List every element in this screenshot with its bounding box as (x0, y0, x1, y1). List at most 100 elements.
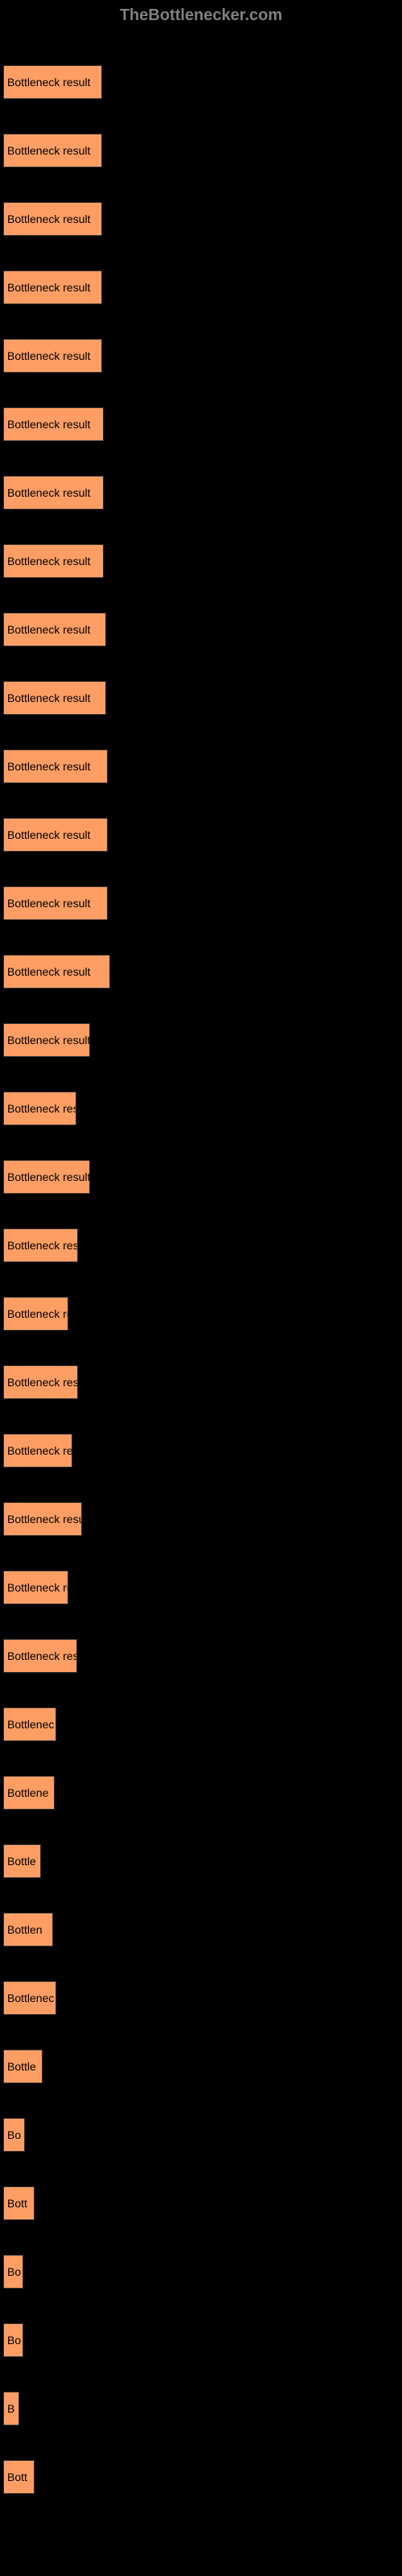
bar-row: Bottleneck result (3, 35, 399, 99)
bar[interactable]: Bottleneck resul (3, 1639, 77, 1673)
bar-label: Bottleneck re (7, 1307, 68, 1320)
bar-gap (3, 2224, 399, 2255)
bar-gap (3, 2087, 399, 2118)
bar[interactable]: Bottleneck result (3, 749, 108, 783)
bar-gap (3, 1335, 399, 1365)
bar[interactable]: Bottlenec (3, 1981, 56, 2015)
bar[interactable]: Bottleneck result (3, 202, 102, 236)
bar[interactable]: Bottleneck result (3, 134, 102, 167)
bar-label: Bottleneck result (7, 144, 91, 157)
bar-row: Bottlenec (3, 1677, 399, 1741)
bar-label: Bottleneck result (7, 418, 91, 431)
bar[interactable]: Bottlen (3, 1913, 53, 1946)
bar-label: Bo (7, 2334, 21, 2347)
bar[interactable]: Bottleneck result (3, 886, 108, 920)
bar-gap (3, 2156, 399, 2186)
bar-label: Bottleneck re (7, 1581, 68, 1594)
bar-label: Bottleneck result (7, 1513, 82, 1525)
bar-label: Bottleneck result (7, 555, 91, 568)
bar-gap (3, 171, 399, 202)
bar[interactable]: Bottleneck result (3, 818, 108, 852)
bar-gap (3, 2429, 399, 2460)
bar-gap (3, 1951, 399, 1981)
bar[interactable]: Bottleneck result (3, 613, 106, 646)
bar-row: Bo (3, 2224, 399, 2289)
bar-row: Bo (3, 2087, 399, 2152)
bar[interactable]: Bo (3, 2118, 25, 2152)
bar-gap (3, 1745, 399, 1776)
bar-gap (3, 856, 399, 886)
bar-label: Bottleneck result (7, 691, 91, 704)
bar-label: Bottleneck result (7, 281, 91, 294)
bar-row: Bottleneck result (3, 1198, 399, 1262)
bar[interactable]: Bottleneck result (3, 1502, 82, 1536)
bar-gap (3, 1061, 399, 1092)
bar[interactable]: Bottleneck result (3, 955, 110, 989)
bar-label: Bottleneck result (7, 623, 91, 636)
bar[interactable]: Bott (3, 2460, 35, 2494)
bar-gap (3, 308, 399, 339)
bar-row: Bottleneck result (3, 377, 399, 441)
bar-row: Bottle (3, 1814, 399, 1878)
bar[interactable]: Bottleneck result (3, 1228, 78, 1262)
bar-gap (3, 650, 399, 681)
bar[interactable]: Bo (3, 2323, 23, 2357)
bar-gap (3, 377, 399, 407)
bar-label: Bottleneck result (7, 486, 91, 499)
bar[interactable]: Bottleneck result (3, 339, 102, 373)
bar[interactable]: Bottleneck result (3, 681, 106, 715)
bar-label: Bottleneck result (7, 1102, 76, 1115)
bar-row: Bottleneck re (3, 1540, 399, 1604)
bar[interactable]: Bottlenec (3, 1707, 56, 1741)
bar-gap (3, 1608, 399, 1639)
bar[interactable]: Bottleneck resu (3, 1434, 72, 1468)
bar[interactable]: Bottleneck re (3, 1297, 68, 1331)
bar[interactable]: Bottleneck re (3, 1571, 68, 1604)
bar[interactable]: Bottleneck result (3, 407, 104, 441)
bar-label: Bo (7, 2128, 21, 2141)
bar-row: Bottleneck result (3, 1335, 399, 1399)
bar[interactable]: Bottleneck result (3, 544, 104, 578)
bar-row: Bott (3, 2429, 399, 2494)
bar[interactable]: Bottleneck result (3, 1160, 90, 1194)
bar[interactable]: Bottleneck result (3, 476, 104, 510)
bar-label: B (7, 2402, 14, 2415)
bar[interactable]: Bottleneck result (3, 1023, 90, 1057)
bar-label: Bottlene (7, 1786, 48, 1799)
bar[interactable]: Bottle (3, 1844, 41, 1878)
bar-label: Bo (7, 2265, 21, 2278)
bar-label: Bottleneck result (7, 76, 91, 89)
bar-row: Bottleneck result (3, 787, 399, 852)
bar-row: Bottlenec (3, 1951, 399, 2015)
bar[interactable]: B (3, 2392, 19, 2425)
bar-label: Bottleneck result (7, 1170, 90, 1183)
bar[interactable]: Bo (3, 2255, 23, 2289)
bar-row: Bottleneck result (3, 582, 399, 646)
bar-label: Bottleneck result (7, 213, 91, 225)
bar[interactable]: Bottlene (3, 1776, 55, 1810)
bar[interactable]: Bottleneck result (3, 65, 102, 99)
bar-row: Bottleneck result (3, 308, 399, 373)
bar-row: Bottleneck result (3, 993, 399, 1057)
bar[interactable]: Bottleneck result (3, 270, 102, 304)
bar[interactable]: Bottle (3, 2050, 43, 2083)
bar-gap (3, 514, 399, 544)
bar-row: Bo (3, 2293, 399, 2357)
bar-row: Bottlen (3, 1882, 399, 1946)
bar-row: Bottleneck result (3, 924, 399, 989)
header: TheBottlenecker.com (0, 0, 402, 31)
bar-row: Bottleneck resul (3, 1608, 399, 1673)
bar-row: Bottleneck result (3, 514, 399, 578)
bar[interactable]: Bottleneck result (3, 1365, 78, 1399)
bar[interactable]: Bott (3, 2186, 35, 2220)
bar-row: Bottleneck re (3, 1266, 399, 1331)
bar-gap (3, 2293, 399, 2323)
bar-gap (3, 1882, 399, 1913)
bar-gap (3, 924, 399, 955)
bar[interactable]: Bottleneck result (3, 1092, 76, 1125)
bar-label: Bottleneck resul (7, 1649, 77, 1662)
bar-label: Bottlen (7, 1923, 43, 1936)
bar-row: Bottleneck result (3, 1129, 399, 1194)
bar-label: Bottle (7, 2060, 36, 2073)
bar-label: Bott (7, 2471, 27, 2483)
